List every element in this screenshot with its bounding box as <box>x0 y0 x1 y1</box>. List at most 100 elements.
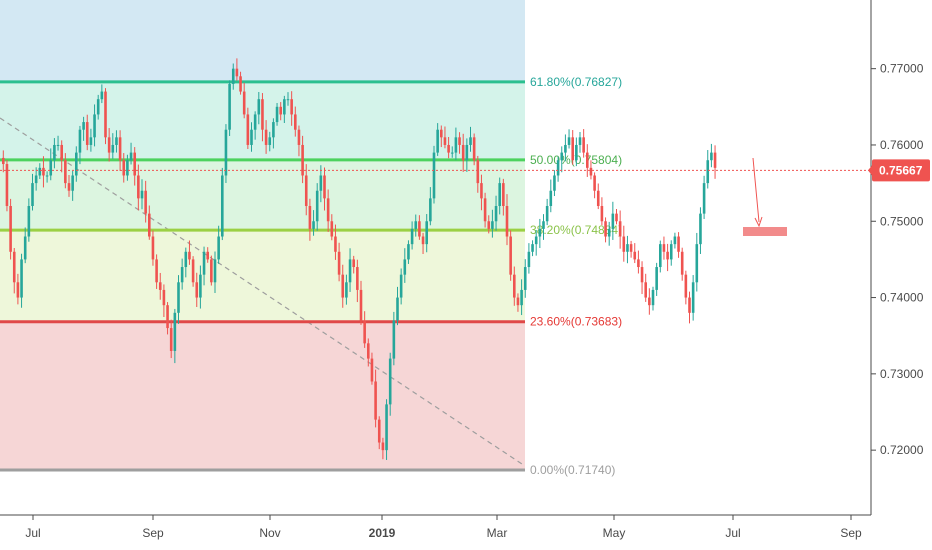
candle <box>450 146 454 158</box>
candle <box>272 118 275 149</box>
candle <box>231 63 235 90</box>
candle <box>644 273 647 302</box>
candle <box>432 145 436 204</box>
candle <box>359 280 363 325</box>
candle <box>191 256 195 287</box>
fib-label-0: 61.80%(0.76827) <box>530 75 622 89</box>
candle <box>34 167 38 191</box>
overlay <box>0 157 871 236</box>
candle <box>31 173 34 211</box>
candle <box>699 207 702 254</box>
candle <box>516 293 520 312</box>
candle <box>330 214 334 241</box>
candle <box>527 243 531 274</box>
candle <box>308 198 312 241</box>
time-tick-label-5: May <box>603 526 626 540</box>
candle <box>396 286 399 326</box>
candle <box>155 254 158 289</box>
candle <box>545 198 549 226</box>
candle <box>498 177 501 215</box>
candle <box>312 210 315 236</box>
candle <box>410 221 414 250</box>
candle <box>440 125 443 148</box>
candle <box>534 230 538 256</box>
candle <box>45 171 49 183</box>
candle <box>523 259 527 298</box>
candle <box>151 230 155 266</box>
zone-above-618 <box>0 0 525 82</box>
price-tick-label-0: 0.77000 <box>880 62 924 76</box>
candle <box>290 91 293 126</box>
candle <box>662 236 666 260</box>
price-badge <box>872 159 930 182</box>
candle <box>538 218 542 249</box>
candle <box>173 308 177 364</box>
candle <box>144 180 147 223</box>
candle <box>684 270 688 305</box>
candle <box>381 437 385 460</box>
price-tick-label-4: 0.73000 <box>880 367 924 381</box>
candle <box>575 137 578 167</box>
candle <box>23 227 27 264</box>
price-tick-label-5: 0.72000 <box>880 443 924 457</box>
candle <box>615 209 618 225</box>
candle <box>60 140 63 173</box>
candle <box>388 352 392 416</box>
price-tick-label-1: 0.76000 <box>880 138 924 152</box>
target-box[interactable] <box>743 227 787 236</box>
candle <box>297 125 301 157</box>
candle <box>283 95 286 123</box>
candle <box>239 71 242 95</box>
candle <box>392 311 396 366</box>
candle <box>429 187 432 226</box>
candle <box>261 93 264 142</box>
candle <box>374 369 377 428</box>
time-tick-label-4: Mar <box>487 526 508 540</box>
candles <box>2 58 717 460</box>
candle <box>651 286 655 311</box>
forecast-arrow-head <box>754 216 763 228</box>
candle <box>513 266 516 306</box>
candle <box>148 205 151 240</box>
candle <box>20 253 23 308</box>
forecast-arrow[interactable] <box>752 157 760 223</box>
candle <box>264 120 268 154</box>
candle <box>385 399 388 460</box>
candle <box>567 129 571 149</box>
candle <box>180 258 184 290</box>
candle <box>2 150 5 173</box>
zone-382-50 <box>0 159 525 231</box>
candle <box>666 243 669 272</box>
price-badge-label: 0.75667 <box>879 163 923 177</box>
candle <box>337 242 341 282</box>
time-tick-label-7: Sep <box>840 526 862 540</box>
candle <box>476 155 480 193</box>
candle <box>356 259 359 303</box>
candle <box>242 82 246 119</box>
candle <box>115 130 118 153</box>
candle <box>655 262 658 296</box>
candle <box>691 275 695 321</box>
candle <box>713 145 717 179</box>
fib-label-4: 0.00%(0.71740) <box>530 463 615 477</box>
candle <box>469 126 472 152</box>
candle <box>162 284 166 317</box>
candle <box>301 135 304 184</box>
zone-0-236 <box>0 321 525 470</box>
candle <box>582 129 585 158</box>
time-tick-label-0: Jul <box>25 526 40 540</box>
trendline[interactable] <box>0 117 526 467</box>
candle <box>140 179 144 210</box>
candle <box>5 159 9 212</box>
candle <box>228 80 231 137</box>
candle <box>604 217 607 243</box>
candle <box>622 225 626 262</box>
candle <box>169 319 173 359</box>
time-tick-label-1: Sep <box>142 526 164 540</box>
candle <box>304 164 308 216</box>
candle <box>447 136 450 159</box>
candle <box>352 255 355 274</box>
candle <box>107 128 111 162</box>
candle <box>166 302 169 335</box>
